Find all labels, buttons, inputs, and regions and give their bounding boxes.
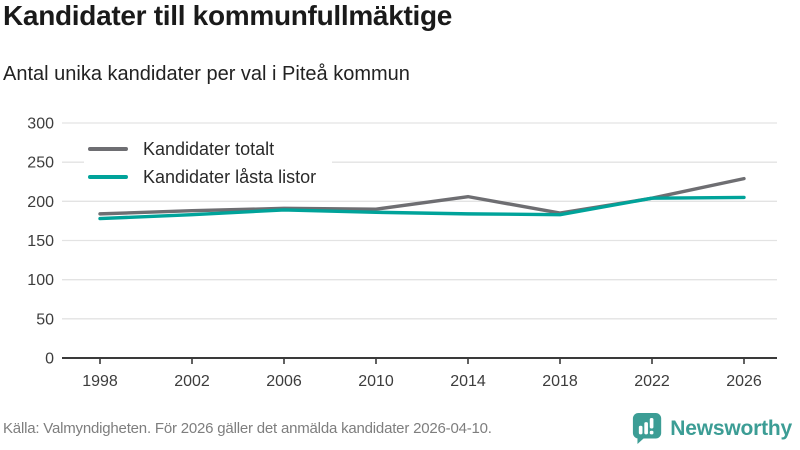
svg-text:300: 300 [27,116,54,133]
chart-legend: Kandidater totalt Kandidater låsta listo… [84,133,333,193]
svg-text:0: 0 [45,351,54,368]
chart-title: Kandidater till kommunfullmäktige [3,0,453,31]
svg-text:2006: 2006 [266,373,302,390]
legend-item-totalt: Kandidater totalt [88,135,316,163]
newsworthy-logo[interactable]: Newsworthy [632,412,792,445]
chart-footer: Källa: Valmyndigheten. För 2026 gäller d… [3,412,792,445]
svg-text:2026: 2026 [726,373,762,390]
svg-text:2010: 2010 [358,373,394,390]
svg-text:2022: 2022 [634,373,670,390]
svg-text:250: 250 [27,155,54,172]
legend-swatch-lasta-listor [88,174,128,180]
source-note: Källa: Valmyndigheten. För 2026 gäller d… [3,420,492,437]
chart-subtitle: Antal unika kandidater per val i Piteå k… [3,63,410,85]
legend-label-lasta-listor: Kandidater låsta listor [143,166,317,187]
svg-text:2018: 2018 [542,373,578,390]
svg-text:200: 200 [27,194,54,211]
svg-text:1998: 1998 [82,373,118,390]
svg-text:50: 50 [36,311,54,328]
legend-label-totalt: Kandidater totalt [143,138,275,159]
svg-text:2014: 2014 [450,373,486,390]
legend-item-lasta-listor: Kandidater låsta listor [88,163,316,191]
newsworthy-icon [633,413,662,444]
svg-text:2002: 2002 [174,373,210,390]
svg-text:100: 100 [27,272,54,289]
svg-text:150: 150 [27,233,54,250]
newsworthy-wordmark: Newsworthy [670,416,792,440]
legend-swatch-totalt [88,146,128,152]
